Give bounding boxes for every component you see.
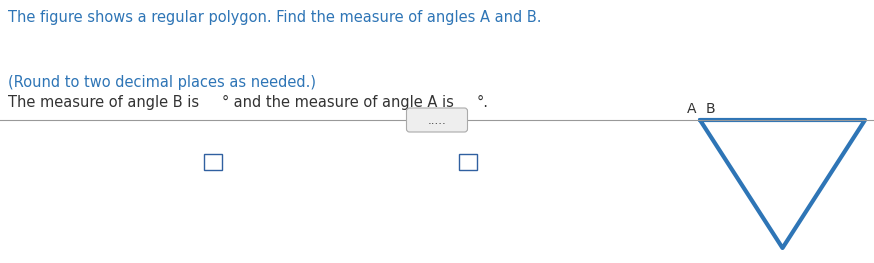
Text: The figure shows a regular polygon. Find the measure of angles A and B.: The figure shows a regular polygon. Find… [8,10,542,25]
Text: A: A [686,102,696,116]
Text: and the measure of angle A is: and the measure of angle A is [229,95,459,110]
Text: °: ° [222,95,229,110]
Text: (Round to two decimal places as needed.): (Round to two decimal places as needed.) [8,75,316,90]
FancyBboxPatch shape [204,154,222,170]
Text: .....: ..... [427,114,447,127]
Text: The measure of angle B is: The measure of angle B is [8,95,204,110]
Text: B: B [706,102,716,116]
FancyBboxPatch shape [406,108,468,132]
FancyBboxPatch shape [459,154,476,170]
Text: °.: °. [476,95,489,110]
